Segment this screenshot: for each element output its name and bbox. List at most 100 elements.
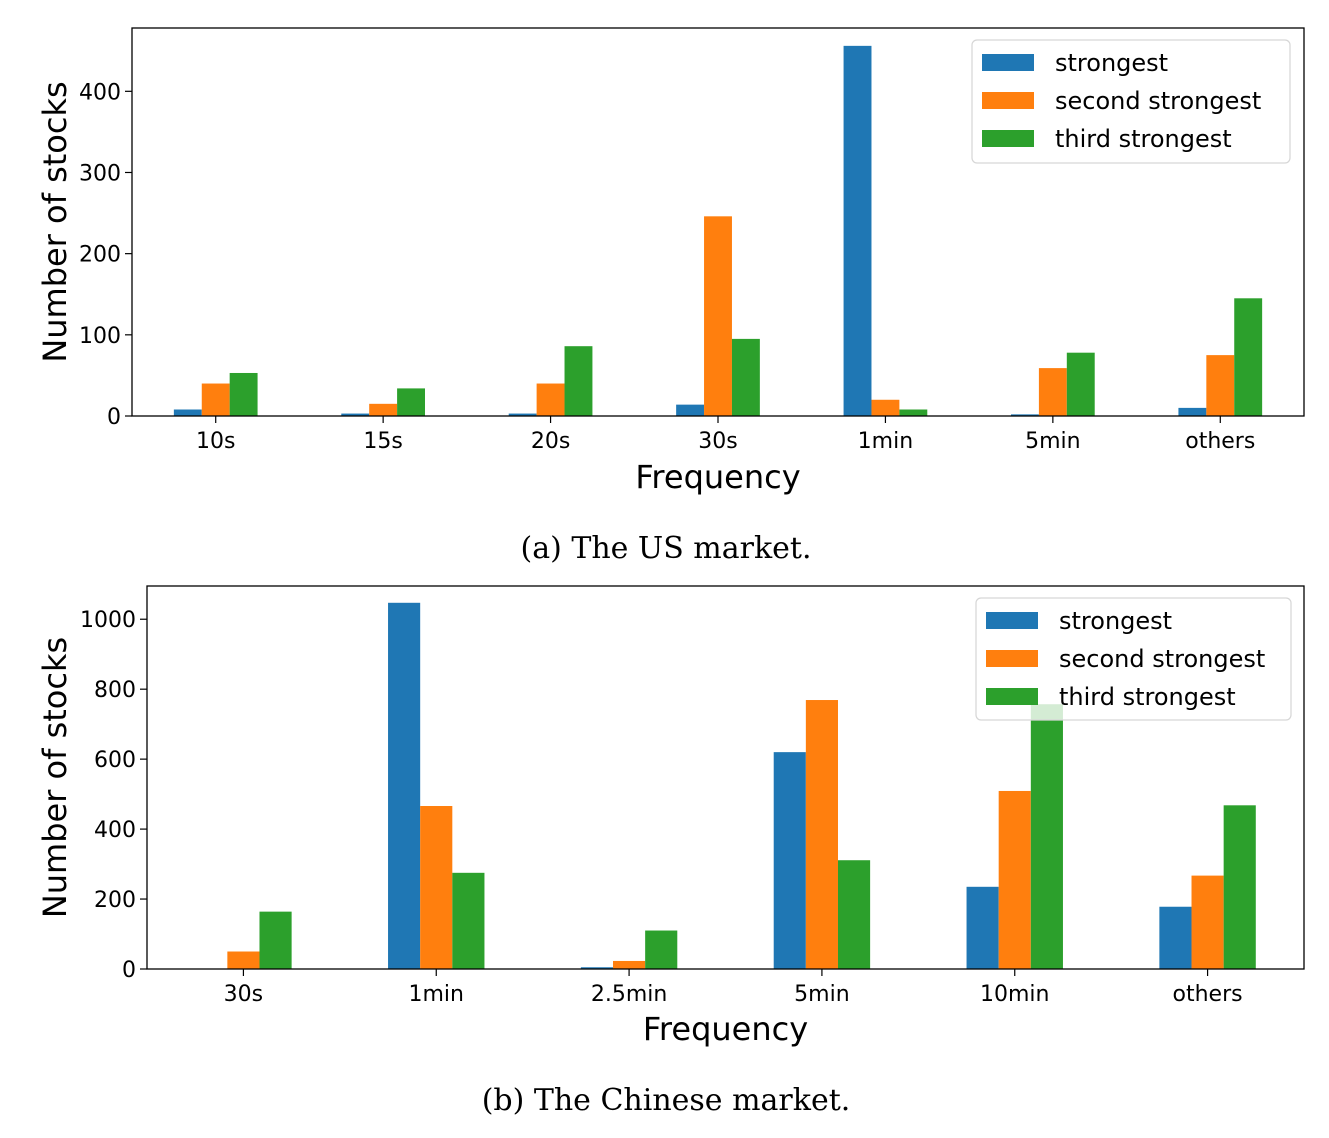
- bar-second-strongest-15s: [369, 403, 398, 416]
- y-axis-ticks: 0 200 400 600 800 1000: [80, 608, 147, 983]
- legend-box: [971, 39, 1291, 164]
- bar-strongest-5min: [773, 752, 806, 969]
- x-tick-label: 15s: [363, 429, 402, 454]
- bar-second-strongest-20s: [536, 383, 565, 416]
- caption: (a) The US market.: [520, 531, 811, 566]
- y-tick-label: 0: [122, 958, 136, 983]
- legend-box: [975, 597, 1292, 721]
- y-axis-label: Number of stocks: [36, 637, 74, 918]
- legend-item: third strongest: [982, 125, 1232, 153]
- legend-swatch: [982, 54, 1034, 71]
- y-tick-label: 800: [94, 678, 136, 703]
- plot-frame: [131, 27, 1305, 417]
- legend-label: third strongest: [1059, 683, 1236, 711]
- x-tick-label: others: [1185, 429, 1255, 454]
- bars: [227, 602, 1256, 969]
- y-tick-label: 300: [79, 161, 121, 186]
- bar-second-strongest-2.5min: [613, 960, 646, 969]
- legend: strongest second strongest third strongest: [971, 39, 1291, 164]
- bar-third-strongest-2.5min: [645, 930, 678, 969]
- y-tick-label: 1000: [80, 608, 136, 633]
- bar-third-strongest-15s: [397, 388, 425, 416]
- x-tick-label: 30s: [698, 429, 737, 454]
- y-axis-label: Number of stocks: [36, 81, 74, 362]
- bar-strongest-5min: [1011, 414, 1039, 416]
- x-tick-label: 2.5min: [591, 982, 667, 1007]
- bar-second-strongest-10min: [998, 790, 1031, 969]
- legend-swatch: [986, 650, 1038, 667]
- x-axis-ticks: 30s 1min 2.5min 5min 10min others: [224, 969, 1243, 1007]
- x-tick-label: 30s: [224, 982, 263, 1007]
- y-tick-label: 0: [107, 405, 121, 430]
- bar-second-strongest-10s: [201, 383, 230, 416]
- bar-third-strongest-20s: [564, 346, 593, 416]
- bar-strongest-20s: [508, 413, 537, 416]
- bar-third-strongest-5min: [1066, 352, 1095, 416]
- bar-strongest-30s: [676, 404, 705, 416]
- y-tick-label: 100: [79, 324, 121, 349]
- chart-chinese-market: 0 200 400 600 800 1000 30s 1min 2.5min 5min 10min…: [36, 585, 1305, 1118]
- x-tick-label: 1min: [409, 982, 464, 1007]
- bar-strongest-10s: [173, 409, 202, 416]
- bar-third-strongest-10s: [229, 372, 258, 416]
- bar-third-strongest-others: [1223, 805, 1256, 969]
- y-tick-label: 400: [79, 80, 121, 105]
- bar-strongest-2.5min: [580, 967, 614, 969]
- legend-item: second strongest: [986, 645, 1265, 673]
- y-tick-label: 200: [79, 243, 121, 268]
- bar-strongest-10min: [966, 886, 999, 969]
- legend-item: strongest: [982, 49, 1168, 77]
- legend-label: second strongest: [1059, 645, 1265, 673]
- legend-label: strongest: [1055, 49, 1168, 77]
- x-tick-label: 10s: [196, 429, 235, 454]
- bar-second-strongest-others: [1191, 875, 1224, 969]
- legend-item: strongest: [986, 607, 1172, 635]
- x-axis-label: Frequency: [643, 1010, 808, 1048]
- bar-strongest-15s: [341, 413, 370, 416]
- bars: [173, 45, 1263, 417]
- legend-item: second strongest: [982, 87, 1261, 115]
- x-tick-label: 5min: [1025, 429, 1080, 454]
- y-axis-ticks: 0 100 200 300 400: [79, 80, 132, 430]
- bar-third-strongest-10min: [1030, 704, 1063, 969]
- y-tick-label: 400: [94, 818, 136, 843]
- legend-swatch: [982, 130, 1034, 147]
- x-tick-label: 20s: [531, 429, 570, 454]
- bar-second-strongest-30s: [704, 216, 732, 416]
- bar-strongest-others: [1178, 407, 1207, 416]
- legend-label: strongest: [1059, 607, 1172, 635]
- bar-third-strongest-others: [1234, 298, 1263, 416]
- bar-third-strongest-30s: [731, 338, 760, 416]
- legend: strongest second strongest third strongest: [975, 597, 1292, 721]
- x-tick-label: 5min: [794, 982, 849, 1007]
- legend-label: second strongest: [1055, 87, 1261, 115]
- bar-third-strongest-5min: [837, 860, 871, 969]
- bar-second-strongest-5min: [1038, 368, 1067, 416]
- bar-strongest-1min: [388, 602, 421, 969]
- y-tick-label: 200: [94, 888, 136, 913]
- bar-third-strongest-30s: [259, 911, 292, 969]
- legend-swatch: [986, 612, 1038, 629]
- legend-label: third strongest: [1055, 125, 1232, 153]
- x-tick-label: 1min: [858, 429, 913, 454]
- chart-us-market: 0 100 200 300 400 10s 15s 20s 30s 1min 5min others…: [36, 27, 1305, 566]
- bar-second-strongest-1min: [871, 399, 900, 416]
- legend-swatch: [982, 92, 1034, 109]
- bar-second-strongest-1min: [420, 806, 453, 969]
- x-axis-label: Frequency: [635, 458, 800, 496]
- bar-second-strongest-5min: [805, 700, 838, 969]
- bar-second-strongest-30s: [227, 951, 260, 969]
- bar-strongest-1min: [843, 45, 872, 417]
- x-axis-ticks: 10s 15s 20s 30s 1min 5min others: [196, 416, 1255, 454]
- caption: (b) The Chinese market.: [482, 1083, 851, 1118]
- legend-swatch: [986, 688, 1038, 705]
- x-tick-label: 10min: [980, 982, 1049, 1007]
- bar-third-strongest-1min: [899, 409, 928, 416]
- legend-item: third strongest: [986, 683, 1236, 711]
- bar-second-strongest-others: [1206, 355, 1235, 416]
- bar-third-strongest-1min: [452, 872, 485, 969]
- y-tick-label: 600: [94, 748, 136, 773]
- bar-strongest-others: [1159, 906, 1192, 969]
- plot-frame: [146, 585, 1305, 970]
